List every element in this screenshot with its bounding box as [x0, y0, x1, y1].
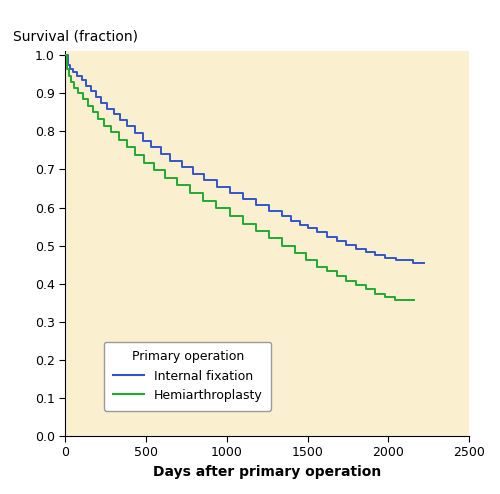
X-axis label: Days after primary operation: Days after primary operation — [153, 465, 382, 479]
Text: Survival (fraction): Survival (fraction) — [13, 30, 138, 44]
Legend: Internal fixation, Hemiarthroplasty: Internal fixation, Hemiarthroplasty — [104, 341, 272, 411]
